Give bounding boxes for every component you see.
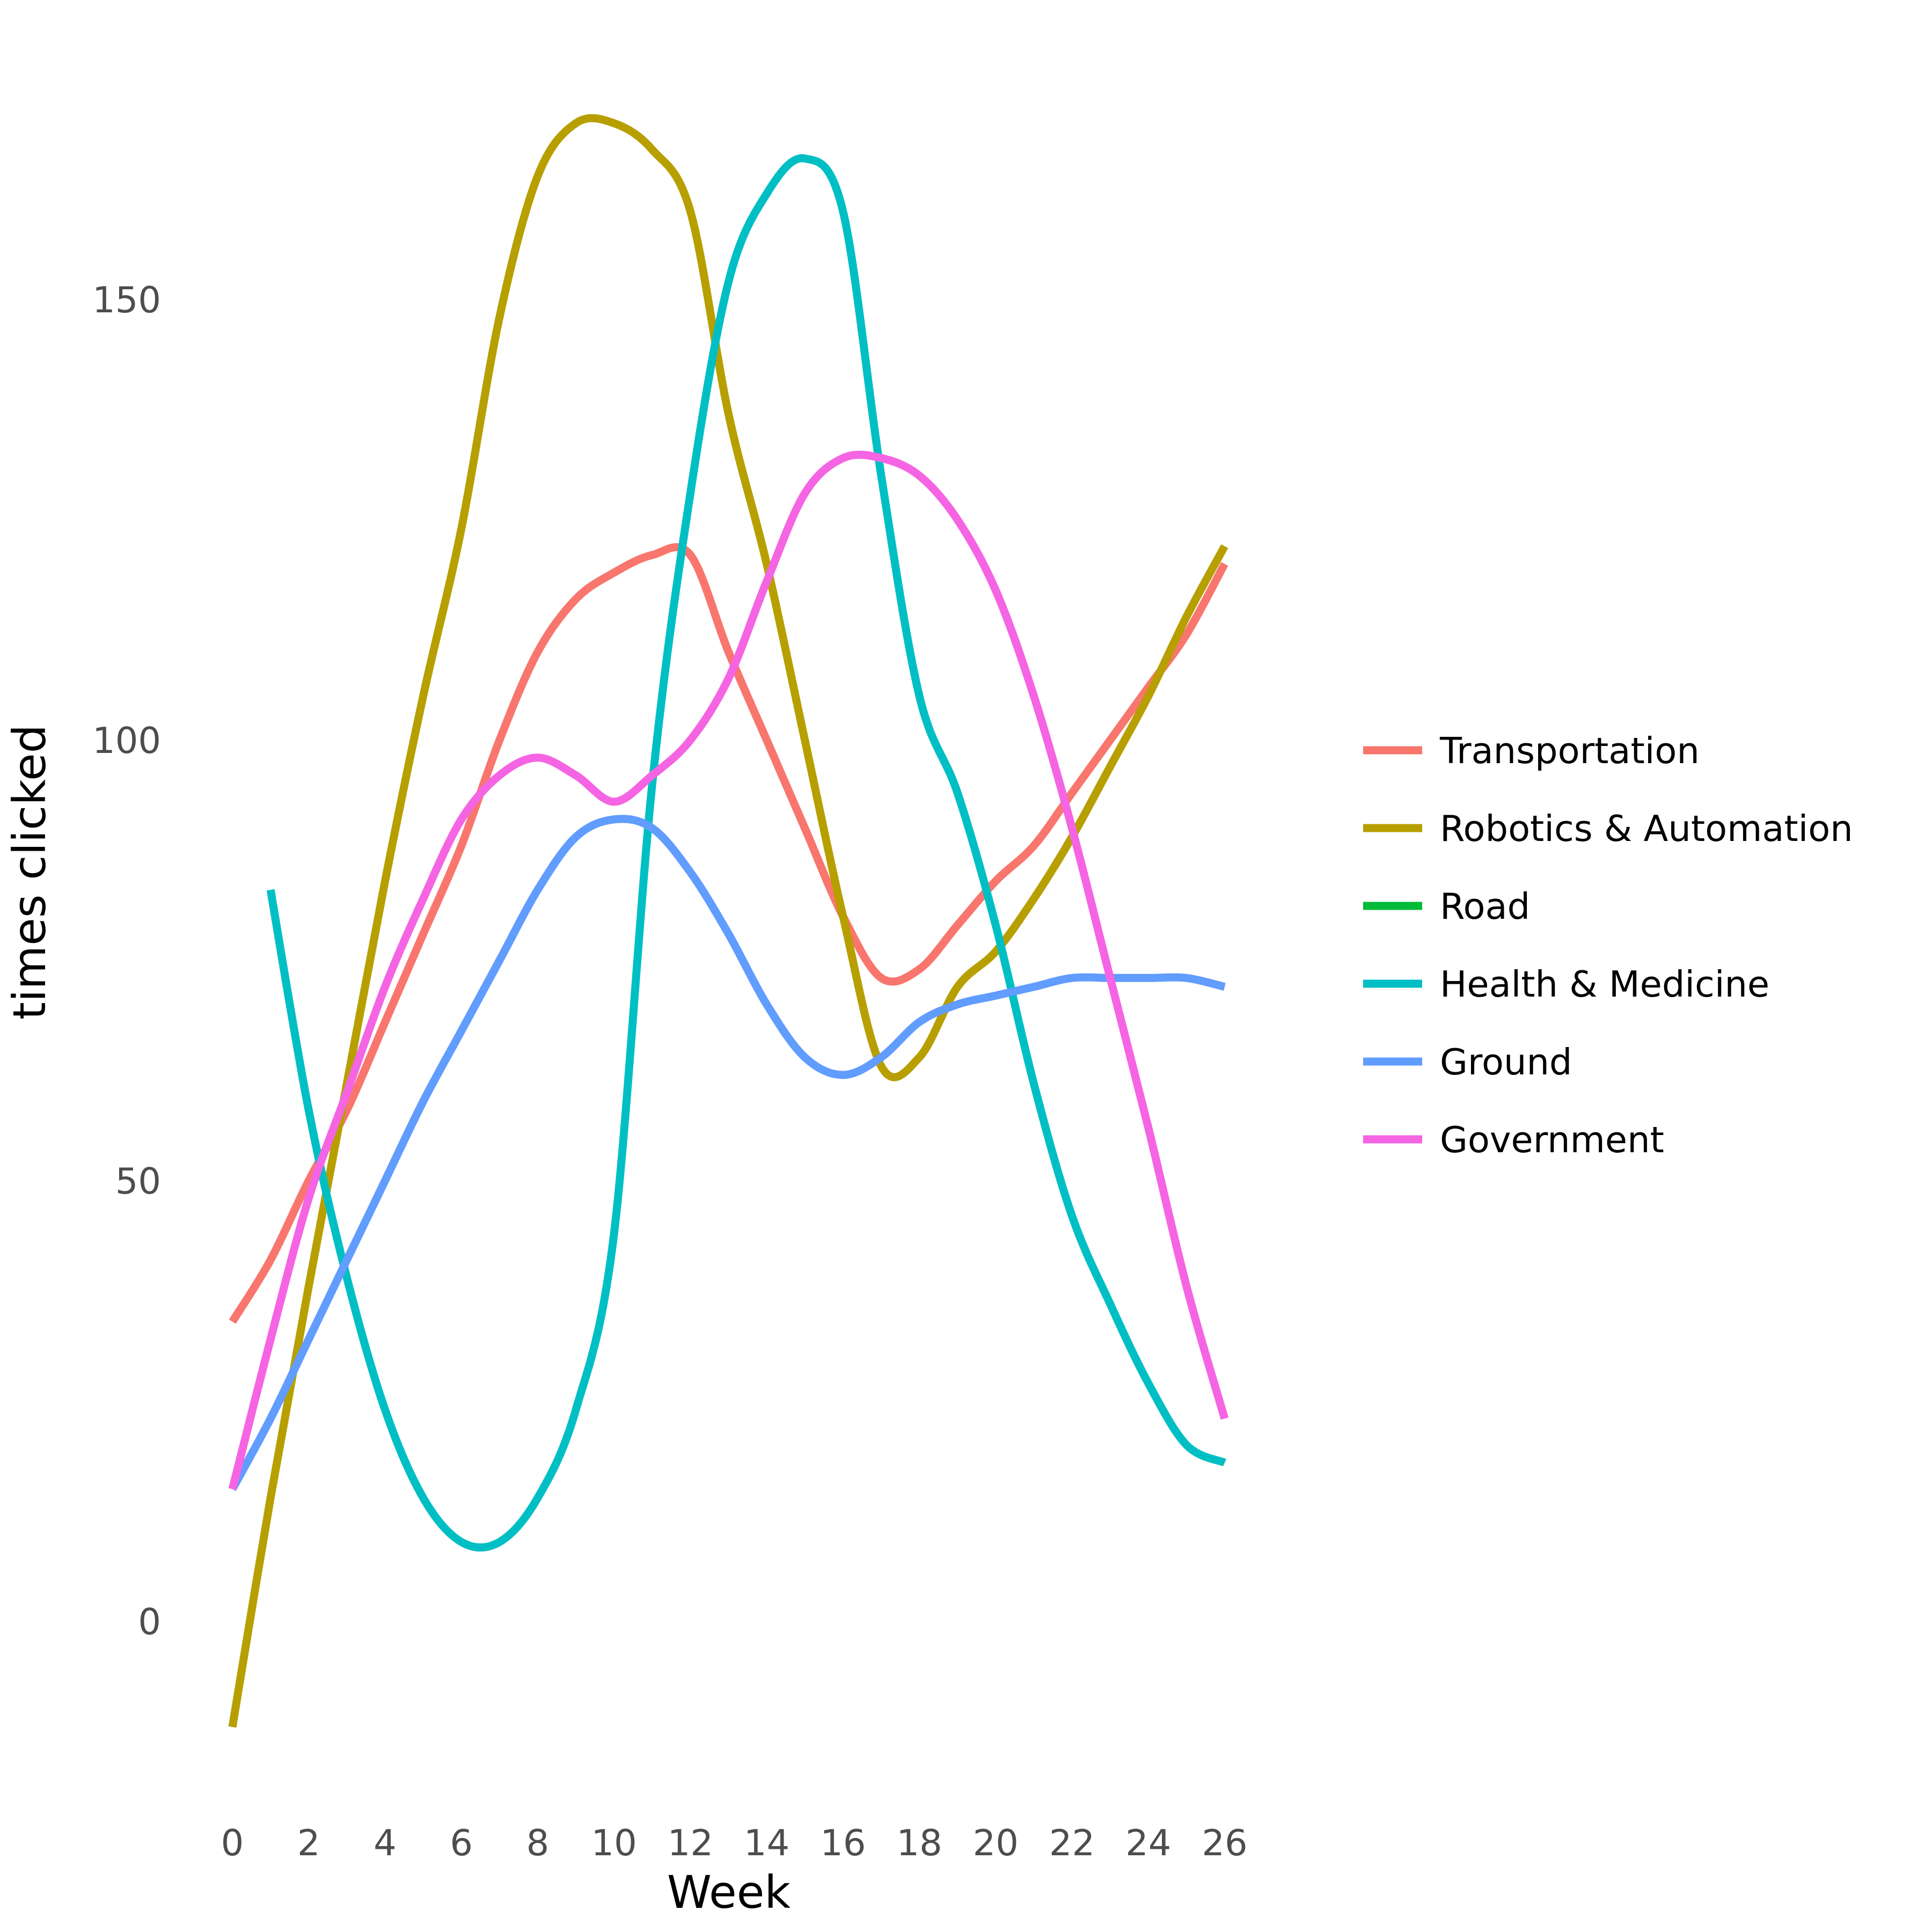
legend-item-road: Road [1363,885,1530,927]
plot-area [228,114,1229,1728]
legend-item-ground: Ground [1363,1041,1572,1083]
x-tick-label: 20 [973,1822,1019,1864]
legend-label: Ground [1440,1041,1572,1083]
legend-item-health-medicine: Health & Medicine [1363,963,1769,1005]
series-line-government [228,450,1229,1490]
x-axis-title: Week [667,1866,791,1919]
x-tick-label: 24 [1125,1822,1171,1864]
y-axis-tick-labels: 0 50 100 150 [92,279,161,1643]
series-lines [228,114,1229,1728]
x-tick-label: 4 [374,1822,397,1864]
legend-item-transportation: Transportation [1363,730,1700,772]
x-tick-label: 14 [744,1822,789,1864]
legend-label: Health & Medicine [1440,963,1769,1005]
y-tick-label: 0 [138,1601,161,1643]
y-axis-title: times clicked [3,724,56,1020]
y-tick-label: 150 [92,279,161,321]
x-tick-label: 26 [1202,1822,1247,1864]
series-line-robotics-automation [228,114,1228,1728]
x-tick-label: 6 [450,1822,473,1864]
legend-item-government: Government [1363,1119,1664,1161]
x-tick-label: 10 [591,1822,637,1864]
x-tick-label: 16 [820,1822,866,1864]
series-line-ground [229,815,1226,1491]
series-line-transportation [229,543,1228,1324]
y-tick-label: 100 [92,720,161,762]
legend-item-robotics-automation: Robotics & Automation [1363,808,1853,850]
legend: Transportation Robotics & Automation Road H… [1363,730,1853,1161]
x-tick-label: 18 [896,1822,942,1864]
x-tick-label: 12 [668,1822,713,1864]
y-tick-label: 50 [115,1160,161,1202]
x-tick-label: 22 [1049,1822,1095,1864]
x-axis-tick-labels: 0 2 4 6 8 10 12 14 16 18 20 22 24 26 [221,1822,1248,1864]
x-tick-label: 2 [297,1822,320,1864]
series-line-health-medicine [266,154,1227,1552]
x-tick-label: 8 [526,1822,550,1864]
legend-label: Robotics & Automation [1440,808,1853,850]
legend-label: Road [1440,885,1530,927]
x-tick-label: 0 [221,1822,244,1864]
legend-label: Transportation [1439,730,1700,772]
legend-label: Government [1440,1119,1664,1161]
